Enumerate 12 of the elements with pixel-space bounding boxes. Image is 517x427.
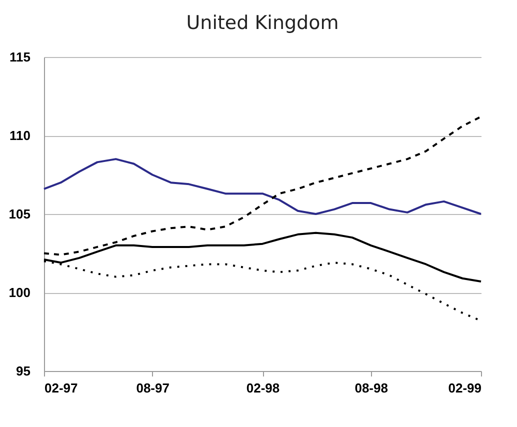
chart-title: United Kingdom [186, 12, 339, 34]
y-tick-label: 105 [8, 206, 30, 222]
y-tick-label: 100 [8, 285, 30, 300]
x-tick-label: 08-97 [136, 380, 170, 396]
x-tick-label: 08-98 [354, 380, 388, 396]
y-tick-label: 115 [10, 50, 30, 64]
x-tick-label: 02-99 [448, 380, 482, 396]
y-tick-label: 95 [16, 364, 30, 378]
x-tick-label: 02-97 [44, 380, 78, 396]
line-series [43, 158, 482, 215]
x-tick-label: 02-98 [246, 380, 280, 396]
y-tick-label: 110 [10, 128, 30, 143]
